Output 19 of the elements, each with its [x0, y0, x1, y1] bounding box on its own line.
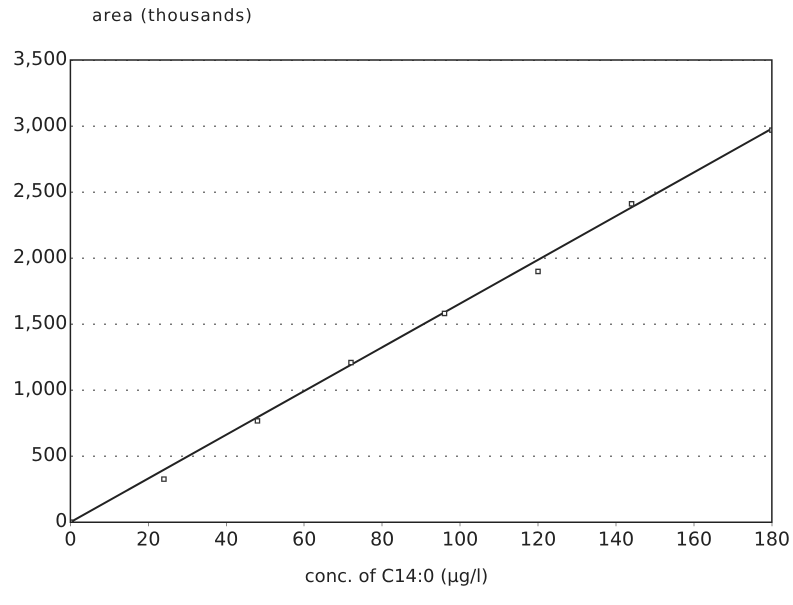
- x-axis-title: conc. of C14:0 (µg/l): [304, 566, 490, 587]
- x-tick-label: 160: [676, 528, 712, 551]
- y-tick-label: 500: [31, 444, 68, 466]
- x-tick-label: 20: [136, 528, 160, 551]
- x-tick-label: 40: [214, 528, 238, 551]
- y-tick-label: 1,000: [12, 378, 68, 400]
- y-tick-label: 3,500: [12, 48, 68, 70]
- y-tick-label: 1,500: [12, 312, 68, 334]
- x-tick-label: 180: [754, 528, 790, 551]
- y-tick-label: 2,500: [12, 180, 68, 202]
- y-tick-label: 0: [55, 510, 68, 532]
- x-tick-label: 120: [520, 528, 556, 551]
- x-tick-label: 100: [442, 528, 478, 551]
- x-tick-label: 60: [292, 528, 316, 551]
- y-axis-title: area (thousands): [92, 6, 253, 26]
- y-tick-label: 3,000: [12, 114, 68, 136]
- y-tick-label: 2,000: [12, 246, 68, 268]
- x-tick-label: 80: [370, 528, 394, 551]
- x-tick-label: 140: [598, 528, 634, 551]
